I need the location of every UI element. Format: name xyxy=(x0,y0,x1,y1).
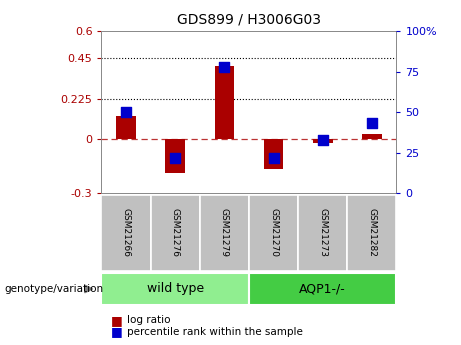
Bar xyxy=(362,134,382,139)
Point xyxy=(319,137,326,142)
Text: GSM21282: GSM21282 xyxy=(367,208,376,257)
Bar xyxy=(165,139,185,174)
Text: GSM21273: GSM21273 xyxy=(318,208,327,257)
Point xyxy=(368,121,376,126)
Text: GSM21266: GSM21266 xyxy=(122,208,130,257)
Text: ■: ■ xyxy=(111,325,122,338)
Text: ■: ■ xyxy=(111,314,122,327)
Point xyxy=(270,155,277,160)
Text: log ratio: log ratio xyxy=(127,315,170,325)
Bar xyxy=(214,66,234,139)
Text: GSM21279: GSM21279 xyxy=(220,208,229,257)
Point xyxy=(171,155,179,160)
Text: percentile rank within the sample: percentile rank within the sample xyxy=(127,327,303,337)
Bar xyxy=(264,139,284,169)
Text: GSM21276: GSM21276 xyxy=(171,208,180,257)
Text: wild type: wild type xyxy=(147,283,204,295)
Bar xyxy=(313,139,332,143)
Point xyxy=(221,64,228,69)
Text: genotype/variation: genotype/variation xyxy=(5,284,104,294)
Bar xyxy=(116,116,136,139)
Point xyxy=(122,109,130,115)
Text: GSM21270: GSM21270 xyxy=(269,208,278,257)
Text: GDS899 / H3006G03: GDS899 / H3006G03 xyxy=(177,12,321,26)
Text: AQP1-/-: AQP1-/- xyxy=(299,283,346,295)
